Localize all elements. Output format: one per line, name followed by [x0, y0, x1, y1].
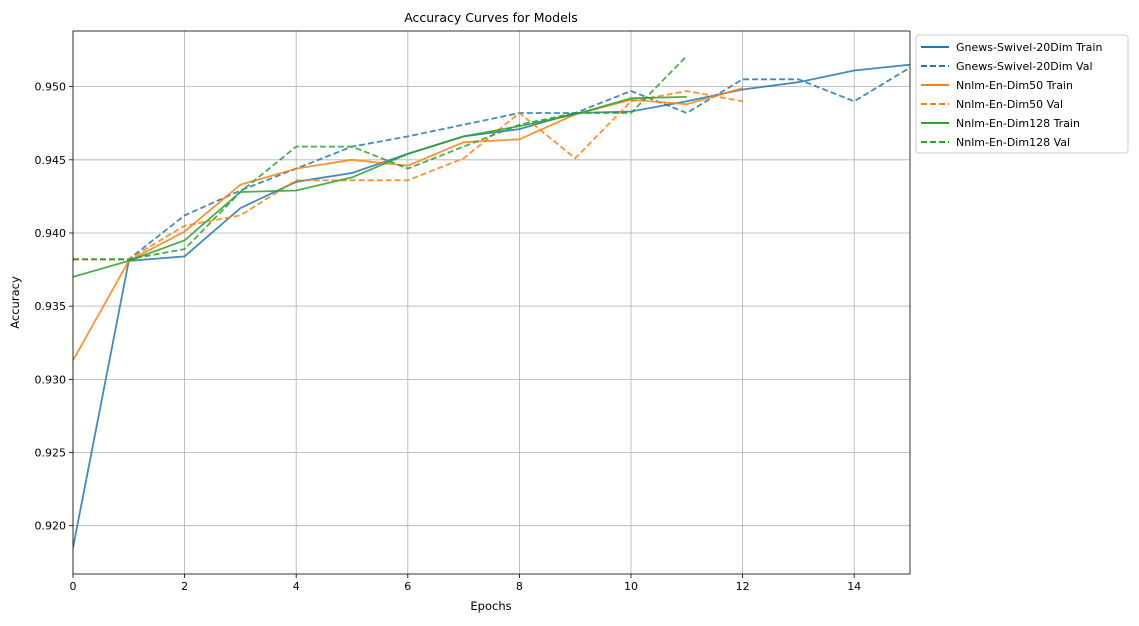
- chart-title: Accuracy Curves for Models: [404, 10, 578, 25]
- series-line-gnews-swivel-20dim-train: [73, 63, 910, 548]
- legend-label: Gnews-Swivel-20Dim Train: [956, 41, 1102, 54]
- series-line-nnlm-en-dim128-val: [73, 55, 688, 261]
- plot-frame: [72, 30, 911, 575]
- x-tick-label: 14: [847, 580, 861, 593]
- legend-label: Nnlm-En-Dim128 Val: [956, 136, 1070, 149]
- legend-label: Nnlm-En-Dim50 Train: [956, 79, 1073, 92]
- x-tick-label: 10: [624, 580, 638, 593]
- y-tick-label: 0.945: [35, 154, 67, 167]
- legend-label: Nnlm-En-Dim128 Train: [956, 117, 1080, 130]
- y-tick-label: 0.940: [35, 227, 67, 240]
- x-axis-label: Epochs: [470, 599, 511, 613]
- x-axis-ticks: 0 2 4 6 8 10 12 14: [70, 574, 861, 593]
- legend-label: Nnlm-En-Dim50 Val: [956, 98, 1063, 111]
- y-tick-label: 0.935: [35, 300, 67, 313]
- y-axis-ticks: 0.920 0.925 0.930 0.935 0.940 0.945 0.950: [35, 81, 73, 533]
- y-tick-label: 0.925: [35, 447, 67, 460]
- y-tick-label: 0.950: [35, 81, 67, 94]
- series-line-nnlm-en-dim50-train: [73, 87, 743, 361]
- series-line-nnlm-en-dim50-val: [73, 90, 743, 261]
- legend-label: Gnews-Swivel-20Dim Val: [956, 60, 1093, 73]
- legend-box: [915, 34, 1129, 154]
- legend: Gnews-Swivel-20Dim Train Gnews-Swivel-20D…: [915, 34, 1129, 154]
- series-line-nnlm-en-dim128-train: [73, 96, 687, 278]
- y-tick-label: 0.920: [35, 520, 67, 533]
- y-tick-label: 0.930: [35, 373, 67, 386]
- x-tick-label: 8: [516, 580, 523, 593]
- x-tick-label: 0: [70, 580, 77, 593]
- plot-series: [73, 55, 910, 548]
- grid-lines: [72, 31, 910, 574]
- x-tick-label: 6: [404, 580, 411, 593]
- y-axis-label: Accuracy: [8, 276, 22, 329]
- x-tick-label: 4: [293, 580, 300, 593]
- series-line-gnews-swivel-20dim-val: [73, 66, 910, 261]
- x-tick-label: 2: [181, 580, 188, 593]
- x-tick-label: 12: [736, 580, 750, 593]
